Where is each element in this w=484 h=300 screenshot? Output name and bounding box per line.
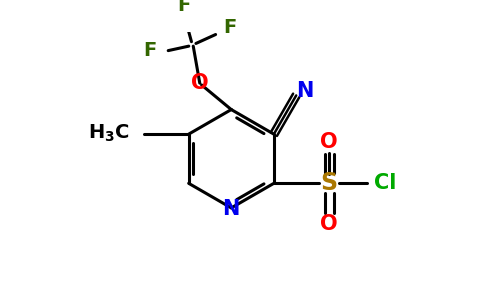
Text: O: O bbox=[191, 73, 209, 93]
Text: O: O bbox=[320, 132, 338, 152]
Text: N: N bbox=[223, 199, 240, 219]
Text: $\mathbf{H_3C}$: $\mathbf{H_3C}$ bbox=[88, 123, 130, 144]
Text: Cl: Cl bbox=[375, 173, 397, 193]
Text: N: N bbox=[297, 81, 314, 101]
Text: O: O bbox=[320, 214, 338, 235]
Text: F: F bbox=[144, 41, 157, 60]
Text: S: S bbox=[321, 171, 338, 195]
Text: F: F bbox=[223, 18, 237, 37]
Text: F: F bbox=[178, 0, 191, 15]
